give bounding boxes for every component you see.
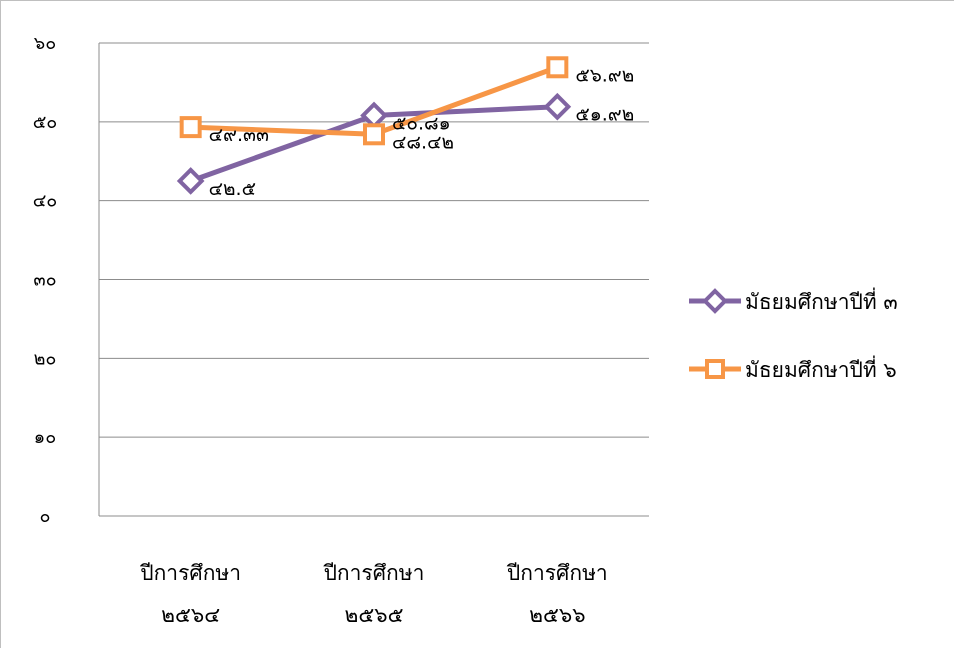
axes [98, 43, 649, 517]
data-label: ๔๙.๓๓ [209, 124, 269, 146]
legend-label: มัธยมศึกษาปีที่ ๓ [745, 287, 898, 314]
legend-diamond-marker [702, 288, 728, 314]
y-tick-label: ๑๐ [34, 427, 56, 448]
y-tick-label: ๕๐ [33, 112, 58, 133]
x-category-label-line: ปีการศึกษา [506, 561, 608, 585]
data-label: ๕๑.๙๒ [575, 104, 634, 126]
x-category-label-line: ปีการศึกษา [323, 561, 425, 585]
legend-square-marker [705, 359, 725, 379]
y-tick-label: ๖๐ [34, 33, 56, 54]
series [176, 56, 572, 195]
x-category-label: ปีการศึกษา๒๕๖๖ [506, 561, 608, 627]
square-marker [179, 116, 202, 139]
x-category-label-line: ๒๕๖๕ [345, 603, 404, 627]
diamond-marker [176, 167, 205, 195]
y-axis-ticks: ๐ ๑๐ ๒๐ ๓๐ ๔๐ ๕๐ ๖๐ [33, 33, 58, 527]
data-label: ๔๒.๕ [209, 178, 256, 200]
y-tick-label: ๔๐ [33, 191, 58, 212]
x-category-label-line: ๒๕๖๔ [161, 603, 220, 627]
legend-label: มัธยมศึกษาปีที่ ๖ [745, 355, 897, 382]
x-category-label-line: ๒๕๖๖ [529, 603, 585, 627]
diamond-marker [360, 101, 388, 130]
diamond-marker [543, 92, 572, 121]
x-category-label: ปีการศึกษา๒๕๖๕ [323, 561, 425, 627]
y-tick-label: ๐ [40, 506, 51, 527]
y-tick-label: ๓๐ [33, 270, 56, 291]
data-label: ๕๖.๙๒ [575, 64, 634, 86]
x-axis-categories: ปีการศึกษา๒๕๖๔ปีการศึกษา๒๕๖๕ปีการศึกษา๒๕… [140, 561, 608, 627]
x-category-label: ปีการศึกษา๒๕๖๔ [140, 561, 242, 627]
square-marker [546, 56, 569, 79]
x-category-label-line: ปีการศึกษา [140, 561, 242, 585]
y-tick-label: ๒๐ [34, 348, 57, 369]
legend: มัธยมศึกษาปีที่ ๓มัธยมศึกษาปีที่ ๖ [689, 287, 898, 382]
data-label: ๔๘.๔๒ [392, 131, 454, 153]
square-marker [363, 123, 385, 146]
data-label: ๕๐.๘๑ [392, 112, 451, 134]
